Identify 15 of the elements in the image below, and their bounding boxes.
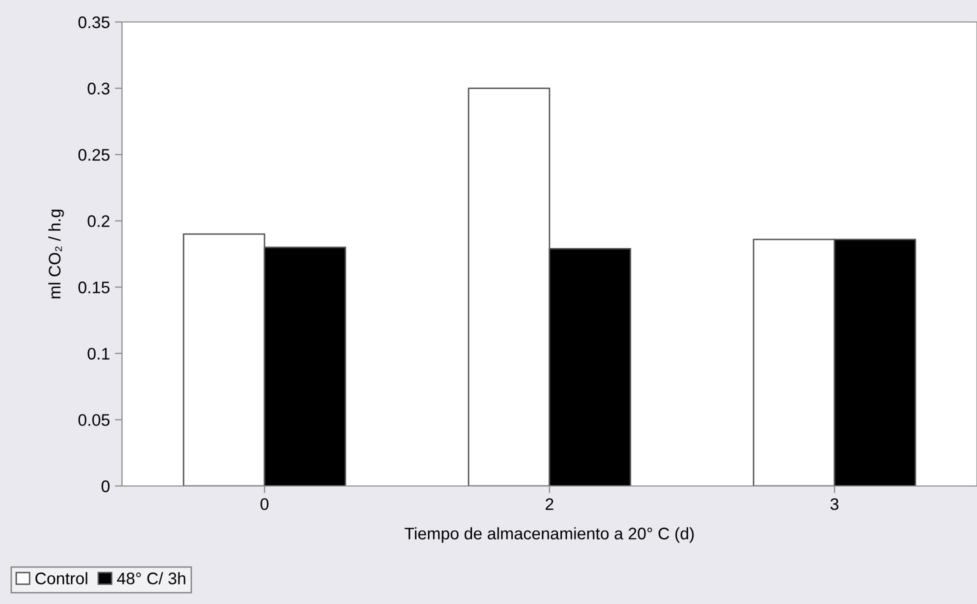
y-tick-label: 0.1 [88,348,110,360]
x-tick-label: 3 [830,498,838,510]
x-tick-label: 2 [546,498,554,510]
y-tick-label: 0 [102,480,110,492]
y-tick-label: 0.15 [78,282,110,294]
y-axis-title: ml CO₂ / h.g [48,210,64,298]
legend-label: Control [35,572,88,584]
y-tick-label: 0.35 [78,16,110,28]
y-tick-label: 0.25 [78,148,110,161]
y-tick-label: 0.3 [88,82,110,94]
y-tick-label: 0.05 [78,414,110,426]
x-axis-title: Tiempo de almacenamiento a 20° C (d) [404,527,694,543]
y-tick-label: 0.2 [88,215,110,228]
x-tick-label: 0 [260,498,268,510]
legend-label: 48° C/ 3h [117,572,186,584]
